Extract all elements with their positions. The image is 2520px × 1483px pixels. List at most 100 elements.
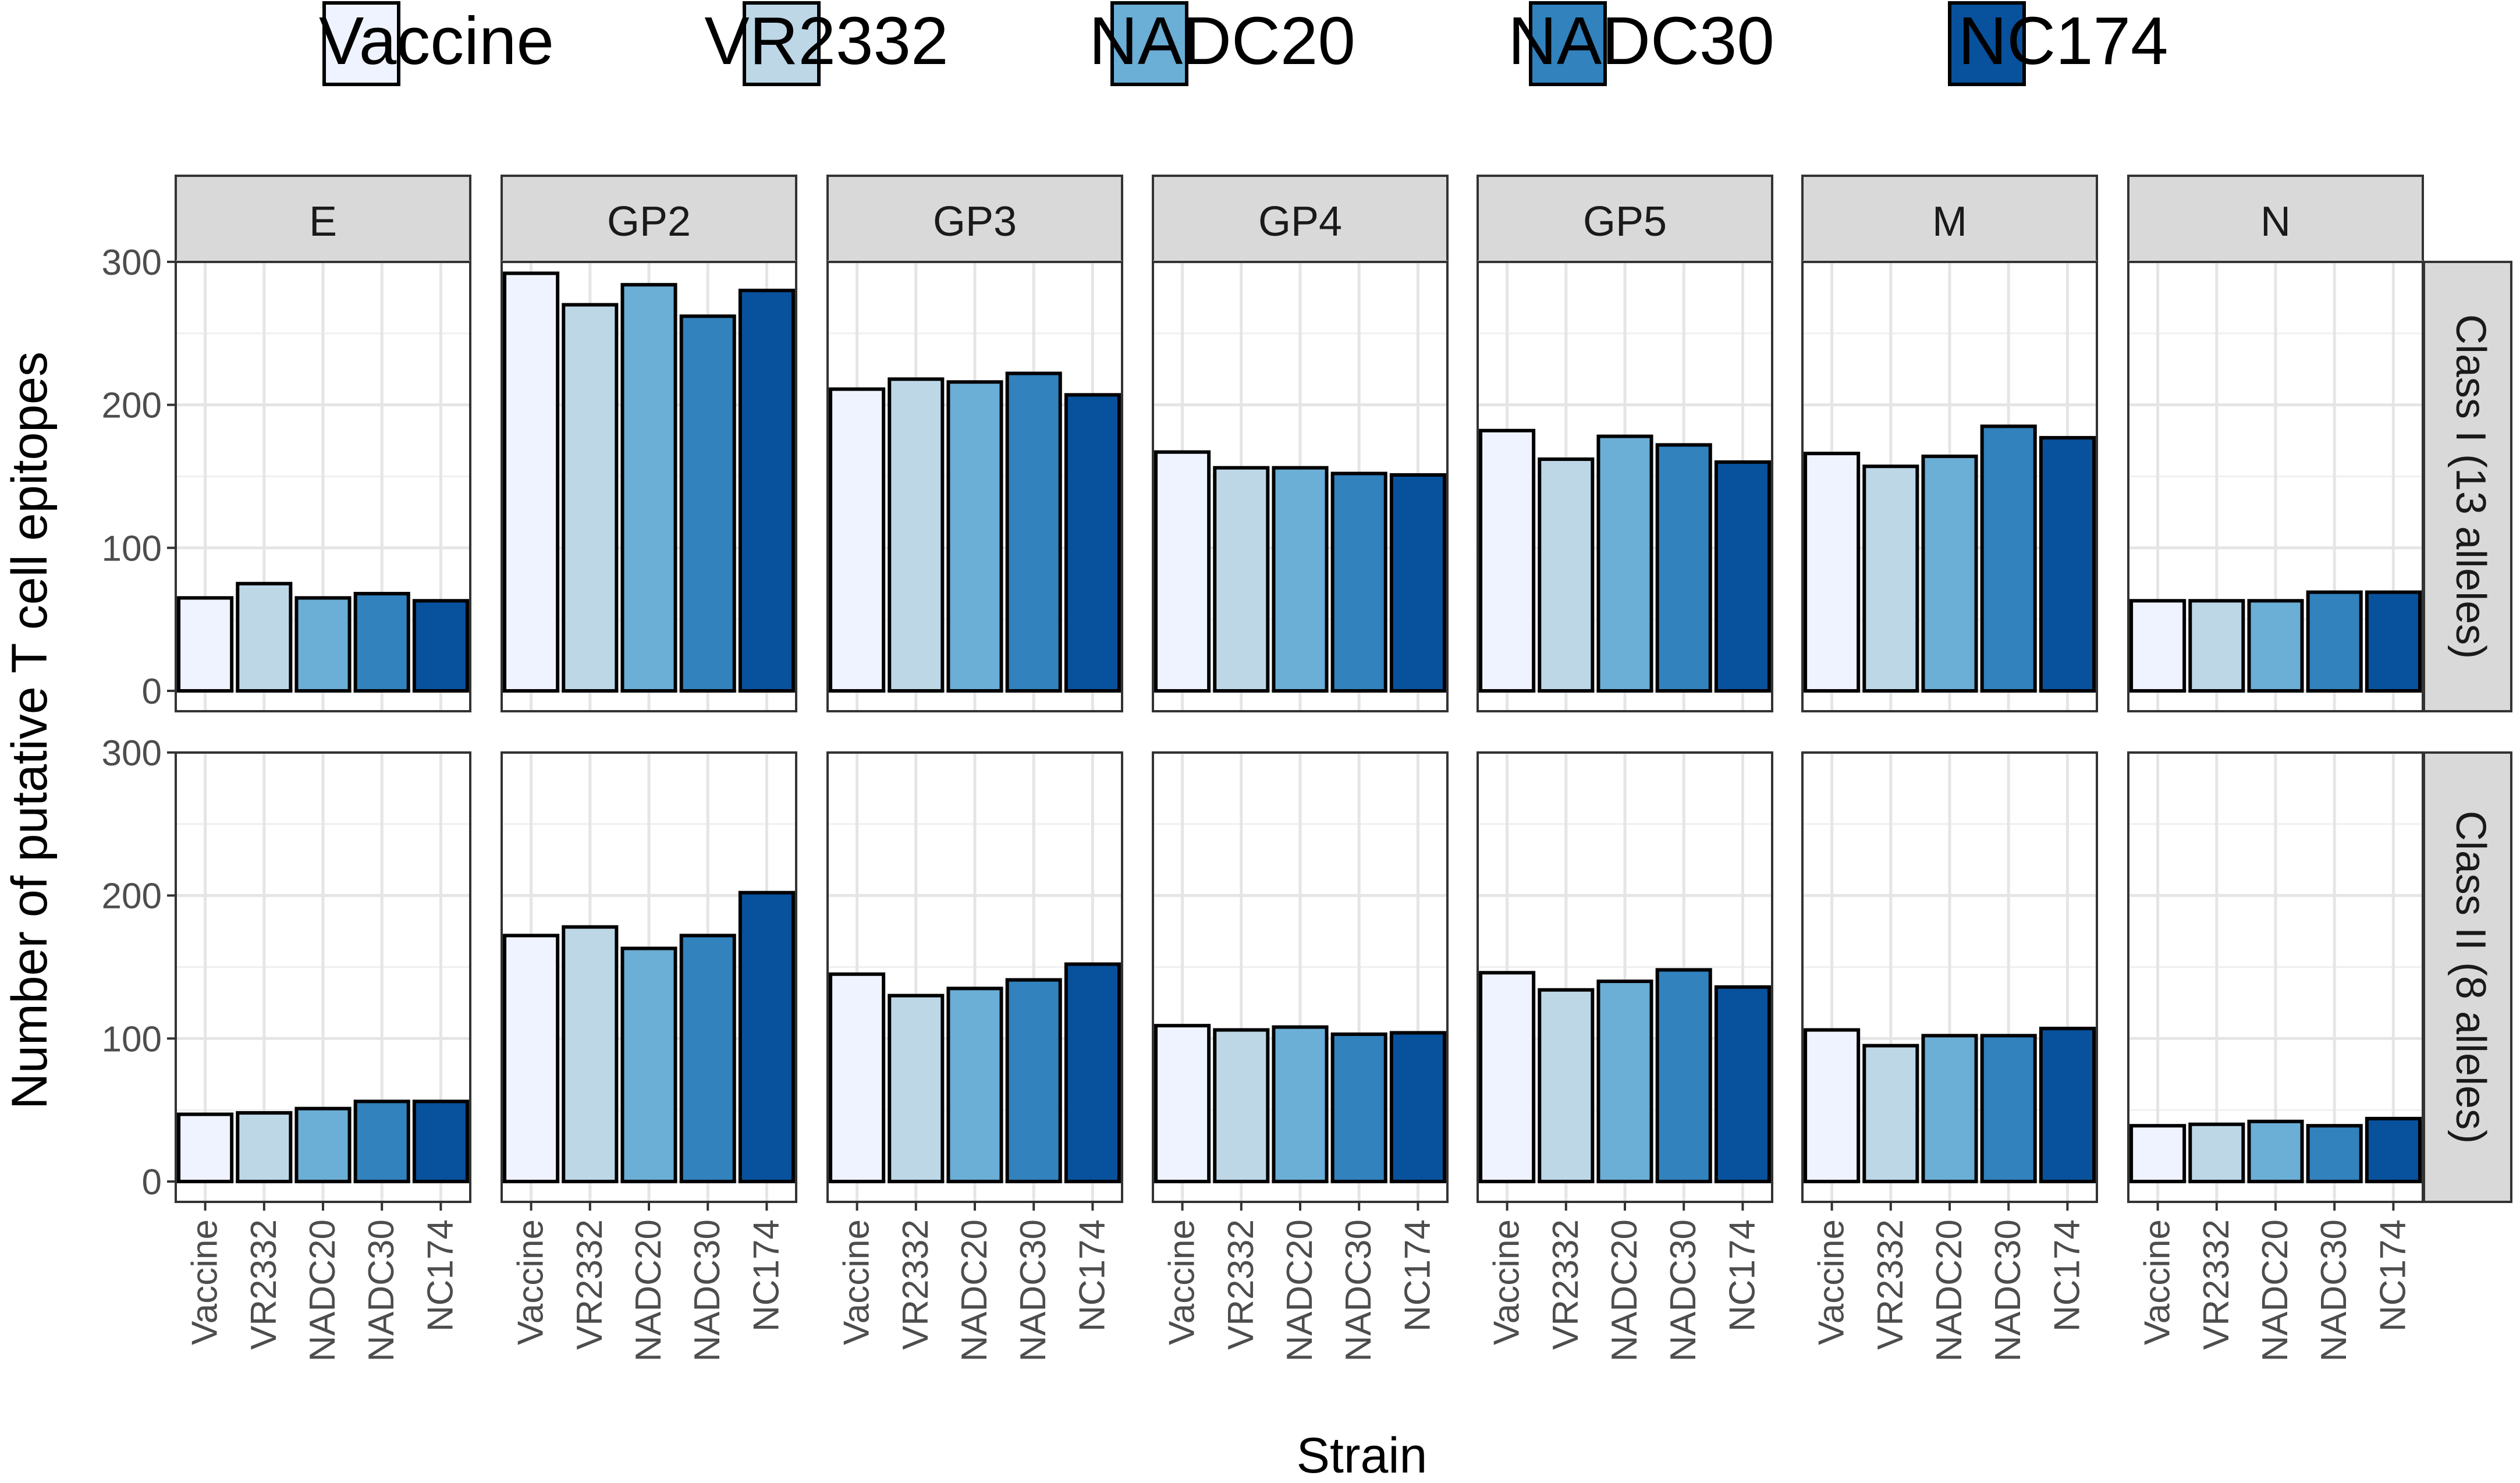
bar-m-class-ii-8-alleles-vaccine [1804, 1028, 1861, 1183]
strip-n [2127, 175, 2424, 263]
x-tick-label-vaccine: Vaccine [837, 1219, 877, 1345]
panel-border [1152, 261, 1449, 712]
strip-label-gp3: GP3 [933, 198, 1017, 245]
row-strip-label-class-i-13-alleles: Class I (13 alleles) [2447, 314, 2494, 659]
row-strip-class-ii-8-alleles [2423, 751, 2512, 1203]
x-tick-label-nc174: NC174 [1397, 1219, 1438, 1332]
x-tick-label-nadc30: NADC30 [1339, 1219, 1379, 1362]
bar-m-class-i-13-alleles-nadc20 [1921, 455, 1978, 693]
bar-m-class-i-13-alleles-vaccine [1804, 452, 1861, 693]
bar-gp2-class-i-13-alleles-nadc30 [679, 314, 736, 693]
bar-gp3-class-ii-8-alleles-vaccine [829, 972, 886, 1183]
y-tick-label: 100 [102, 1019, 162, 1059]
bar-gp3-class-i-13-alleles-vaccine [829, 387, 886, 693]
y-tick-label: 100 [102, 528, 162, 569]
x-tick-label-nadc30: NADC30 [687, 1219, 727, 1362]
x-tick-label-nadc20: NADC20 [1929, 1219, 1969, 1362]
panel-e-class-ii-8-alleles [175, 751, 471, 1203]
bar-e-class-ii-8-alleles-nc174 [412, 1099, 469, 1183]
bar-e-class-i-13-alleles-nadc30 [353, 591, 410, 693]
bar-gp3-class-ii-8-alleles-vr2332 [888, 994, 945, 1183]
bar-gp3-class-i-13-alleles-nadc20 [946, 380, 1003, 693]
bar-gp2-class-i-13-alleles-vaccine [503, 271, 560, 693]
panel-m-class-i-13-alleles [1801, 260, 2098, 712]
legend-key-vaccine [322, 1, 400, 86]
bar-gp4-class-ii-8-alleles-nadc20 [1272, 1025, 1329, 1184]
panel-gp4-class-i-13-alleles [1152, 260, 1449, 712]
bar-n-class-ii-8-alleles-nadc20 [2247, 1119, 2304, 1184]
x-tick-label-nadc30: NADC30 [1013, 1219, 1053, 1362]
bar-m-class-ii-8-alleles-nadc20 [1921, 1034, 1978, 1183]
x-tick-label-nc174: NC174 [2047, 1219, 2087, 1332]
legend-key-nadc20 [1110, 1, 1188, 86]
x-tick-label-nadc20: NADC20 [2255, 1219, 2295, 1362]
strip-label-gp2: GP2 [607, 198, 691, 245]
bar-n-class-ii-8-alleles-nadc30 [2306, 1124, 2363, 1183]
bar-e-class-i-13-alleles-nc174 [412, 599, 469, 693]
bar-gp2-class-ii-8-alleles-vaccine [503, 934, 560, 1183]
bar-e-class-i-13-alleles-vr2332 [236, 581, 293, 693]
row-strip-label-class-ii-8-alleles: Class II (8 alleles) [2447, 811, 2494, 1144]
panel-n-class-i-13-alleles [2127, 260, 2424, 712]
bar-gp5-class-i-13-alleles-nadc20 [1596, 434, 1653, 693]
bar-n-class-ii-8-alleles-vaccine [2129, 1124, 2187, 1183]
bar-gp3-class-ii-8-alleles-nadc30 [1005, 978, 1062, 1183]
bar-gp4-class-i-13-alleles-vaccine [1154, 450, 1211, 693]
bar-gp2-class-i-13-alleles-vr2332 [562, 303, 619, 693]
bar-gp2-class-i-13-alleles-nc174 [738, 289, 795, 693]
bar-m-class-ii-8-alleles-nadc30 [1980, 1034, 2037, 1183]
panel-n-class-ii-8-alleles [2127, 751, 2424, 1203]
bar-gp4-class-ii-8-alleles-vaccine [1154, 1024, 1211, 1183]
panel-gp5-class-i-13-alleles [1476, 260, 1773, 712]
strip-label-e: E [309, 198, 337, 245]
strip-gp4 [1152, 175, 1449, 263]
x-tick-label-nc174: NC174 [1722, 1219, 1762, 1332]
legend-key-nc174 [1948, 1, 2026, 86]
panel-border [1801, 261, 2098, 712]
legend-key-nadc30 [1529, 1, 1607, 86]
bar-n-class-i-13-alleles-nadc30 [2306, 590, 2363, 693]
bar-gp4-class-ii-8-alleles-nadc30 [1330, 1032, 1387, 1183]
y-tick-label: 200 [102, 386, 162, 426]
bar-gp3-class-ii-8-alleles-nc174 [1064, 962, 1121, 1183]
bar-e-class-ii-8-alleles-nadc20 [294, 1106, 352, 1183]
bar-gp4-class-ii-8-alleles-nc174 [1389, 1031, 1446, 1184]
bar-gp3-class-i-13-alleles-vr2332 [888, 377, 945, 693]
bar-gp5-class-i-13-alleles-nc174 [1714, 460, 1771, 693]
legend-label-vr2332: VR2332 [704, 3, 948, 79]
strip-gp3 [826, 175, 1123, 263]
x-tick-label-vaccine: Vaccine [1162, 1219, 1202, 1345]
x-tick-label-vaccine: Vaccine [185, 1219, 225, 1345]
bar-gp4-class-i-13-alleles-nc174 [1389, 473, 1446, 693]
x-tick-label-nc174: NC174 [420, 1219, 460, 1332]
x-tick-label-vr2332: VR2332 [2196, 1219, 2237, 1350]
legend-label-nadc20: NADC20 [1089, 3, 1355, 79]
legend-label-nc174: NC174 [1958, 3, 2168, 79]
x-tick-label-vr2332: VR2332 [896, 1219, 936, 1350]
x-tick-label-vaccine: Vaccine [511, 1219, 551, 1345]
strip-label-gp5: GP5 [1583, 198, 1667, 245]
x-tick-label-nadc30: NADC30 [1988, 1219, 2028, 1362]
y-axis-label: Number of putative T cell epitopes [2, 352, 58, 1109]
bar-gp5-class-ii-8-alleles-vaccine [1479, 971, 1536, 1183]
x-tick-label-nadc20: NADC20 [629, 1219, 669, 1362]
bar-gp3-class-ii-8-alleles-nadc20 [946, 987, 1003, 1184]
panel-gp3-class-ii-8-alleles [826, 751, 1123, 1203]
x-tick-label-vr2332: VR2332 [1546, 1219, 1586, 1350]
x-axis-label: Strain [1297, 1428, 1428, 1483]
bar-e-class-i-13-alleles-vaccine [177, 596, 234, 693]
bar-n-class-i-13-alleles-nc174 [2365, 590, 2422, 693]
x-tick-label-nc174: NC174 [2373, 1219, 2413, 1332]
x-tick-label-vaccine: Vaccine [1487, 1219, 1527, 1345]
bar-gp2-class-ii-8-alleles-vr2332 [562, 925, 619, 1184]
legend-label-nadc30: NADC30 [1508, 3, 1774, 79]
y-tick-label: 300 [102, 243, 162, 283]
bar-gp5-class-ii-8-alleles-vr2332 [1538, 988, 1595, 1183]
bar-n-class-ii-8-alleles-vr2332 [2188, 1122, 2245, 1183]
panel-border [826, 261, 1123, 712]
panel-gp2-class-ii-8-alleles [501, 751, 797, 1203]
bar-n-class-i-13-alleles-vaccine [2129, 599, 2187, 693]
x-tick-label-nadc20: NADC20 [1280, 1219, 1320, 1362]
x-tick-label-vr2332: VR2332 [1221, 1219, 1261, 1350]
